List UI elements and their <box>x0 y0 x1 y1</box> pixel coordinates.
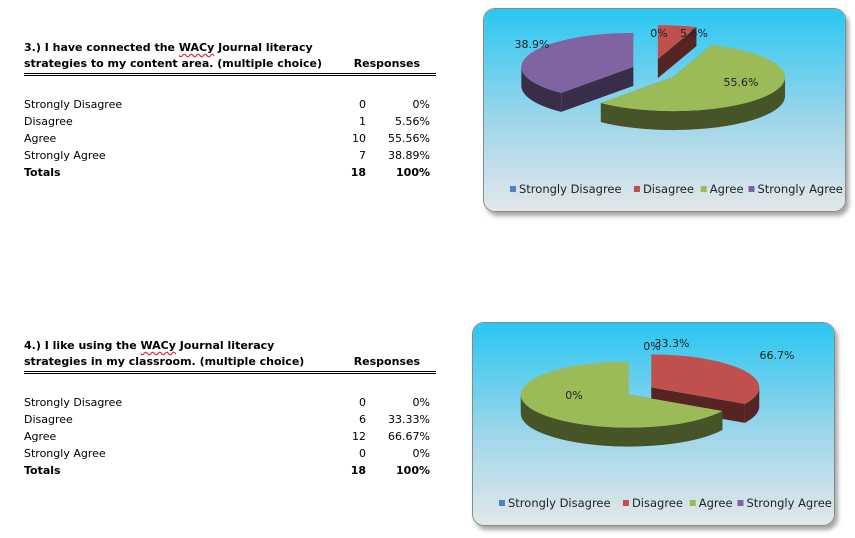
totals-count: 18 <box>350 166 366 179</box>
row-count: 10 <box>352 132 366 145</box>
row-count: 0 <box>359 447 366 460</box>
header-double-rule <box>24 371 436 374</box>
totals-row: Totals 18 100% <box>24 164 436 181</box>
table-row: Strongly Disagree 0 0% <box>24 394 436 411</box>
legend-swatch-strongly-agree <box>737 500 744 506</box>
question-4-title: 4.) I like using the WACy Journal litera… <box>24 338 436 370</box>
table-row: Disagree 6 33.33% <box>24 411 436 428</box>
legend-swatch-strongly-disagree <box>499 500 505 506</box>
data-label-strongly-disagree: 0% <box>650 27 667 40</box>
question-4-responses-header: Responses <box>353 355 420 368</box>
table-row: Strongly Agree 0 0% <box>24 445 436 462</box>
table-row: Agree 10 55.56% <box>24 130 436 147</box>
row-percent: 0% <box>412 396 430 409</box>
data-label-disagree: 5.6% <box>680 27 708 40</box>
row-label: Disagree <box>24 115 73 128</box>
pie-chart-4-canvas: 0%33.3%66.7%0%Strongly Disagree Disagree A… <box>473 323 834 525</box>
legend-swatch-strongly-agree <box>748 186 755 192</box>
legend-label-strongly-disagree: Strongly Disagree <box>519 182 622 196</box>
row-percent: 0% <box>412 447 430 460</box>
question-3-title-end: Journal literacy strategies to my conten… <box>24 41 322 70</box>
pie-chart-3-canvas: 0% 5.6% 55.6% 38.9% Strongly Disagree Disagre… <box>484 9 845 211</box>
chart-legend: Strongly Disagree Disagree Agree Strongly A… <box>499 496 832 510</box>
pie-chart-question-4: 0% 33.3% 66.7% 0% Strongly Disagree Disagree A… <box>472 322 835 526</box>
question-3-responses-header: Responses <box>353 57 420 70</box>
chart-legend: Strongly Disagree Disagree Agree Strongly A… <box>510 182 843 196</box>
legend-label-strongly-disagree: Strongly Disagree <box>508 496 611 510</box>
totals-percent: 100% <box>396 166 430 179</box>
pie-slice-disagree <box>657 25 697 79</box>
row-label: Strongly Agree <box>24 447 106 460</box>
table-row: Strongly Disagree 0 0% <box>24 96 436 113</box>
table-row: Agree 12 66.67% <box>24 428 436 445</box>
header-double-rule <box>24 73 436 76</box>
row-label: Strongly Disagree <box>24 396 123 409</box>
row-percent: 0% <box>412 98 430 111</box>
row-count: 7 <box>359 149 366 162</box>
totals-row: Totals 18 100% <box>24 462 436 479</box>
question-4-title-wacy: WACy <box>140 339 176 352</box>
row-percent: 38.89% <box>388 149 430 162</box>
question-4-table: 4.) I like using the WACy Journal litera… <box>24 338 436 479</box>
row-count: 1 <box>359 115 366 128</box>
legend-swatch-strongly-disagree <box>510 186 516 192</box>
row-count: 12 <box>352 430 366 443</box>
totals-label: Totals <box>24 464 61 477</box>
table-row: Strongly Agree 7 38.89% <box>24 147 436 164</box>
legend-label-agree: Agree <box>699 496 733 510</box>
question-3-title: 3.) I have connected the WACy Journal li… <box>24 40 436 72</box>
row-label: Agree <box>24 132 57 145</box>
row-count: 0 <box>359 98 366 111</box>
row-label: Strongly Agree <box>24 149 106 162</box>
pie-chart-question-3: 0% 5.6% 55.6% 38.9% Strongly Disagree Disagre… <box>483 8 846 212</box>
pie-slice-agree <box>600 45 786 131</box>
legend-swatch-agree <box>700 186 707 192</box>
pie-slice-agree <box>520 361 723 447</box>
row-percent: 66.67% <box>388 430 430 443</box>
question-4-title-end: Journal literacy strategies in my classr… <box>24 339 305 368</box>
pie-slice-strongly-agree <box>521 32 634 112</box>
question-4-title-start: 4.) I like using the <box>24 339 141 352</box>
data-label-strongly-disagree: 0% <box>643 340 660 353</box>
legend-label-disagree: Disagree <box>643 182 694 196</box>
question-3-title-wacy: WACy <box>178 41 215 54</box>
data-label-strongly-agree: 38.9% <box>515 38 550 51</box>
question-3-table: 3.) I have connected the WACy Journal li… <box>24 40 436 181</box>
totals-percent: 100% <box>396 464 430 477</box>
row-percent: 33.33% <box>388 413 430 426</box>
question-3-title-start: 3.) I have connected the <box>24 41 179 54</box>
row-count: 6 <box>359 413 366 426</box>
totals-label: Totals <box>24 166 61 179</box>
legend-label-strongly-agree: Strongly Agree <box>747 496 832 510</box>
row-label: Strongly Disagree <box>24 98 123 111</box>
row-percent: 55.56% <box>388 132 430 145</box>
legend-swatch-disagree <box>622 500 629 506</box>
row-label: Disagree <box>24 413 73 426</box>
row-percent: 5.56% <box>395 115 430 128</box>
legend-swatch-disagree <box>633 186 640 192</box>
row-count: 0 <box>359 396 366 409</box>
data-label-agree: 66.7% <box>760 349 795 362</box>
data-label-agree: 55.6% <box>724 76 759 89</box>
legend-swatch-agree <box>689 500 696 506</box>
table-row: Disagree 1 5.56% <box>24 113 436 130</box>
data-label-strongly-agree: 0% <box>565 389 582 402</box>
legend-label-strongly-agree: Strongly Agree <box>758 182 843 196</box>
totals-count: 18 <box>350 464 366 477</box>
row-label: Agree <box>24 430 57 443</box>
data-label-disagree: 33.3% <box>655 337 690 350</box>
legend-label-disagree: Disagree <box>632 496 683 510</box>
legend-label-agree: Agree <box>710 182 744 196</box>
